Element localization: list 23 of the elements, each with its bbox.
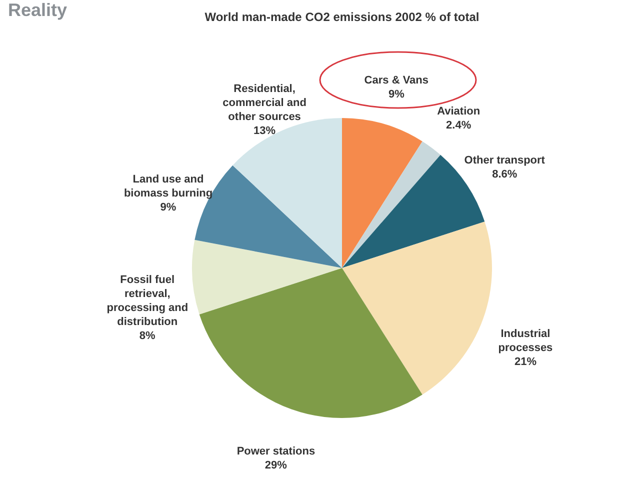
slice-label: Cars & Vans: [364, 74, 429, 87]
data-label: 29%: [264, 459, 288, 472]
pie-slice: [342, 141, 440, 268]
data-label: 21%: [514, 356, 537, 368]
data-label: 2.4%: [446, 120, 472, 132]
data-label: 9%: [160, 201, 176, 214]
data-label: 8.6%: [492, 168, 518, 180]
slice-label: Residential, commercial and other sources: [222, 83, 306, 124]
pie-slice: [342, 222, 492, 395]
slice-label: Fossil fuel retrieval, processing and distribution: [106, 274, 188, 328]
pie-slice: [199, 268, 422, 418]
slice-label: Power stations: [236, 445, 316, 458]
data-label: 8%: [139, 330, 156, 342]
data-label: 9%: [388, 88, 405, 101]
slice-label: Aviation: [437, 106, 480, 118]
text: Reality: [8, 0, 68, 21]
pie-slice: [342, 118, 422, 268]
data-label: 13%: [254, 125, 276, 138]
chart-title: World man-made CO2 emissions 2002 % of total: [204, 10, 480, 24]
slice-label: Industrial processes: [498, 328, 553, 354]
slice-label: Other transport: [464, 154, 546, 166]
slice-label: Land use and biomass burning: [124, 173, 213, 200]
pie-slice: [192, 240, 342, 314]
